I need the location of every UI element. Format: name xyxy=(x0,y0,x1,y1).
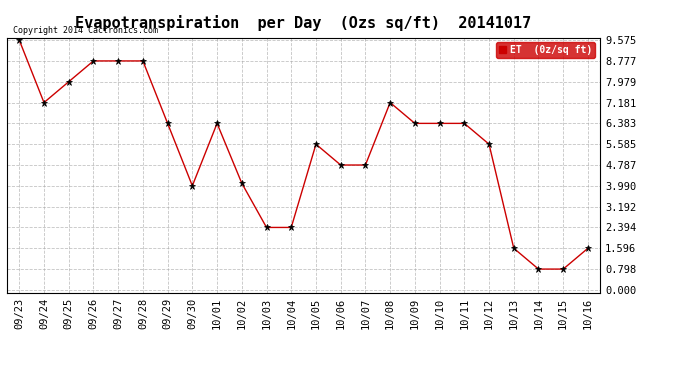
Legend: ET  (0z/sq ft): ET (0z/sq ft) xyxy=(495,42,595,58)
Text: Evapotranspiration  per Day  (Ozs sq/ft)  20141017: Evapotranspiration per Day (Ozs sq/ft) 2… xyxy=(75,15,532,31)
Text: Copyright 2014 Cactronics.com: Copyright 2014 Cactronics.com xyxy=(13,26,158,35)
